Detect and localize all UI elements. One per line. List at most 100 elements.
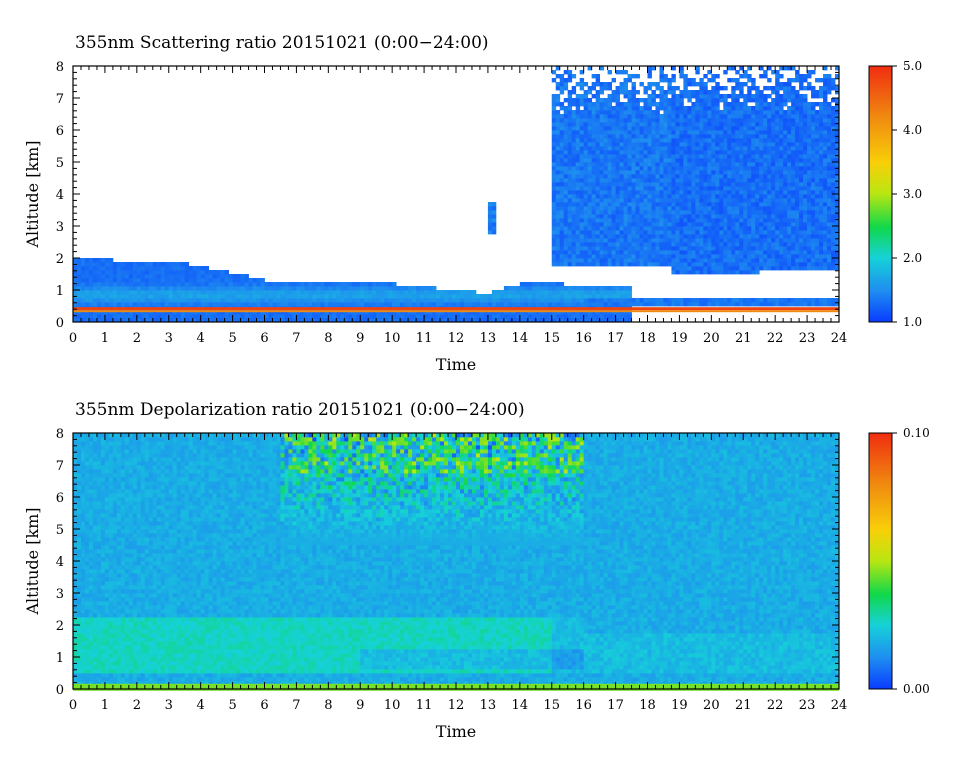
heatmap-cell [84, 282, 90, 287]
heatmap-cell [635, 194, 640, 199]
heatmap-cell [607, 294, 612, 299]
heatmap-cell [615, 234, 620, 239]
heatmap-cell [583, 106, 589, 111]
heatmap-cell [551, 130, 557, 135]
heatmap-cell [751, 262, 756, 267]
heatmap-cell [635, 138, 640, 143]
heatmap-cell [424, 286, 429, 291]
heatmap-cell [827, 86, 832, 91]
heatmap-cell [799, 158, 804, 163]
heatmap-cell [735, 230, 740, 235]
heatmap-cell [587, 146, 593, 151]
heatmap-cell [456, 290, 461, 295]
heatmap-cell [707, 94, 712, 99]
heatmap-cell [332, 286, 337, 291]
heatmap-cell [795, 258, 800, 263]
heatmap-cell [555, 150, 561, 155]
heatmap-cell [655, 106, 660, 111]
heatmap-cell [479, 294, 485, 299]
heatmap-cell [575, 230, 581, 235]
heatmap-cell [631, 190, 636, 195]
heatmap-cell [583, 318, 589, 323]
heatmap-cell [663, 118, 668, 123]
heatmap-cell [388, 286, 393, 291]
heatmap-cell [551, 242, 557, 247]
heatmap-cell [260, 290, 265, 295]
heatmap-cell [787, 94, 792, 99]
heatmap-cell [659, 66, 664, 71]
heatmap-cell [719, 250, 724, 255]
heatmap-cell [216, 302, 222, 307]
heatmap-cell [643, 302, 648, 307]
heatmap-cell [132, 302, 138, 307]
heatmap-cell [771, 238, 776, 243]
heatmap-cell [567, 318, 573, 323]
heatmap-cell [627, 290, 632, 295]
heatmap-cell [539, 286, 545, 291]
heatmap-cell [707, 102, 712, 107]
heatmap-cell [487, 222, 493, 227]
heatmap-cell [827, 126, 832, 131]
heatmap-cell [783, 238, 788, 243]
heatmap-cell [719, 270, 724, 275]
heatmap-cell [823, 166, 828, 171]
heatmap-cell [687, 186, 692, 191]
heatmap-cell [779, 210, 784, 215]
heatmap-cell [751, 178, 756, 183]
heatmap-cell [695, 98, 700, 103]
heatmap-cell [308, 286, 313, 291]
heatmap-cell [220, 286, 225, 291]
heatmap-cell [571, 174, 577, 179]
heatmap-cell [248, 278, 253, 283]
heatmap-cell [284, 286, 289, 291]
heatmap-cell [156, 302, 162, 307]
heatmap-cell [687, 142, 692, 147]
heatmap-cell [699, 166, 704, 171]
heatmap-cell [675, 298, 680, 303]
heatmap-cell [799, 254, 804, 259]
heatmap-cell [599, 98, 605, 103]
heatmap-cell [124, 274, 130, 279]
heatmap-cell [487, 206, 493, 211]
heatmap-cell [675, 302, 680, 307]
heatmap-cell [699, 214, 704, 219]
heatmap-cell [587, 66, 593, 71]
heatmap-cell [76, 278, 82, 283]
heatmap-cell [751, 134, 756, 139]
heatmap-cell [607, 174, 612, 179]
heatmap-cell [595, 202, 601, 207]
scattering-ratio-heatmap [73, 66, 840, 323]
heatmap-cell [703, 190, 708, 195]
heatmap-cell [783, 98, 788, 103]
heatmap-cell [775, 186, 780, 191]
heatmap-cell [795, 254, 800, 259]
heatmap-cell [795, 206, 800, 211]
heatmap-cell [771, 106, 776, 111]
heatmap-cell [643, 122, 648, 127]
heatmap-cell [659, 302, 664, 307]
heatmap-cell [739, 158, 744, 163]
heatmap-cell [807, 190, 812, 195]
heatmap-cell [671, 302, 676, 307]
heatmap-cell [76, 274, 82, 279]
heatmap-cell [615, 254, 620, 259]
heatmap-cell [368, 298, 373, 303]
heatmap-cell [707, 142, 712, 147]
heatmap-cell [747, 186, 752, 191]
heatmap-cell [216, 294, 222, 299]
heatmap-cell [679, 150, 684, 155]
heatmap-cell [675, 258, 680, 263]
heatmap-cell [643, 110, 648, 115]
heatmap-cell [827, 186, 832, 191]
heatmap-cell [591, 294, 597, 299]
heatmap-cell [260, 282, 265, 287]
heatmap-cell [196, 302, 202, 307]
heatmap-cell [751, 106, 756, 111]
heatmap-cell [771, 210, 776, 215]
heatmap-cell [615, 130, 620, 135]
heatmap-cell [559, 206, 565, 211]
heatmap-cell [156, 262, 162, 267]
heatmap-cell [703, 218, 708, 223]
heatmap-cell [679, 134, 684, 139]
heatmap-cell [675, 162, 680, 167]
